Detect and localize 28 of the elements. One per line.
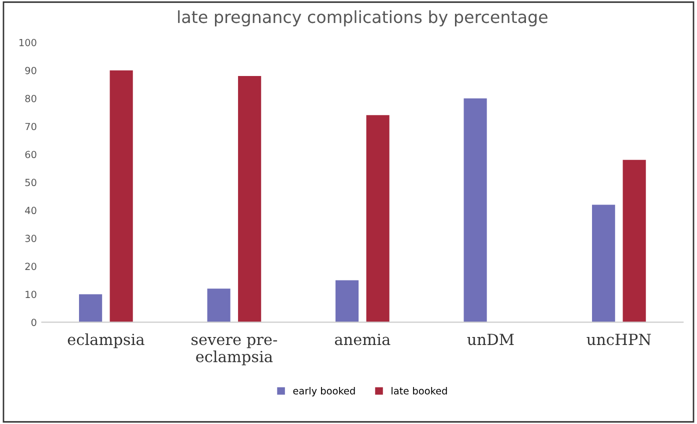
y-tick-label: 70 <box>25 122 36 130</box>
bar <box>464 98 487 322</box>
legend-label: late booked <box>392 386 447 394</box>
bar <box>622 160 646 322</box>
bar <box>592 204 616 322</box>
x-tick-label: anemia <box>334 334 390 346</box>
bar <box>110 70 133 322</box>
bar <box>336 280 359 322</box>
bar <box>366 115 390 322</box>
bar <box>207 288 230 322</box>
y-tick-label: 100 <box>19 38 36 46</box>
y-tick-label: 60 <box>25 150 36 158</box>
chart-title: late pregnancy complications by percentage <box>178 10 548 26</box>
legend-label: early booked <box>293 386 355 396</box>
bar <box>79 294 102 322</box>
y-tick-label: 40 <box>25 206 36 214</box>
bar <box>238 76 262 322</box>
x-tick-label: eclampsia <box>68 333 144 348</box>
y-tick-label: 50 <box>25 178 36 186</box>
y-tick-label: 10 <box>26 290 36 298</box>
x-tick-label: unDM <box>467 334 514 346</box>
y-tick-label: 20 <box>25 262 36 270</box>
y-tick-label: 80 <box>25 94 36 102</box>
y-tick-label: 0 <box>31 318 36 326</box>
x-tick-label: uncHPN <box>586 334 651 346</box>
y-tick-label: 30 <box>25 234 36 242</box>
y-tick-label: 90 <box>25 66 36 74</box>
x-tick-label: severe pre- eclampsia <box>192 336 278 366</box>
